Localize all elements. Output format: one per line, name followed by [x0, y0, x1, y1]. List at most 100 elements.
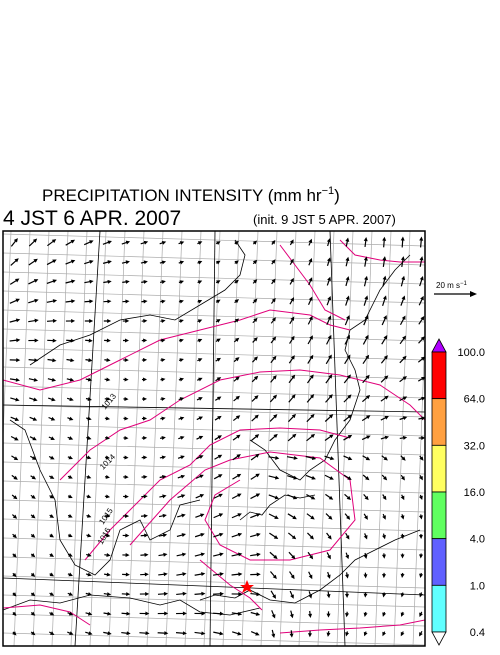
wind-arrowhead [182, 553, 186, 557]
wind-arrowhead [126, 592, 130, 596]
wind-arrowhead [125, 494, 129, 498]
wind-arrowhead [162, 494, 166, 498]
wind-arrowhead [161, 358, 165, 362]
wind-arrowhead [275, 476, 279, 480]
wind-arrowhead [126, 241, 130, 245]
contour-label: 1015 [97, 506, 115, 526]
wind-arrowhead [363, 574, 367, 578]
wind-arrowhead [143, 280, 147, 284]
grid-line [318, 231, 334, 646]
init-time: (init. 9 JST 5 APR. 2007) [253, 212, 396, 227]
wind-arrowhead [401, 276, 405, 280]
wind-arrowhead [257, 553, 261, 557]
grid-line [223, 231, 239, 646]
grid-line [0, 231, 11, 646]
wind-arrowhead [161, 319, 165, 323]
valid-time: 4 JST 6 APR. 2007 [3, 207, 181, 230]
wind-arrowhead [290, 614, 294, 618]
colorbar-segment [432, 585, 446, 632]
wind-arrowhead [145, 612, 149, 616]
contour-label: 1016 [96, 526, 113, 546]
wind-arrowhead [420, 256, 424, 260]
wind-arrowhead [33, 398, 37, 402]
wind-arrowhead [125, 534, 129, 538]
wind-arrowhead [179, 319, 183, 323]
wind-arrowhead [34, 299, 38, 303]
wind-arrowhead [106, 494, 110, 498]
wind-arrowhead [327, 633, 331, 637]
wind-arrowhead [382, 535, 386, 539]
wind-arrowhead [124, 397, 128, 401]
wind-arrowhead [124, 416, 128, 420]
wind-arrowhead [71, 319, 75, 323]
wind-arrowhead [162, 280, 166, 284]
wind-arrowhead [143, 417, 147, 421]
colorbar-segment [432, 445, 446, 492]
wind-arrowhead [125, 514, 129, 518]
wind-arrowhead [181, 494, 185, 498]
wind-arrowhead [89, 339, 93, 343]
wind-arrowhead [143, 456, 147, 460]
wind-arrowhead [401, 555, 405, 559]
wind-arrowhead [401, 256, 405, 260]
colorbar-segment [432, 492, 446, 539]
wind-arrowhead [382, 612, 386, 616]
wind-arrowhead [345, 257, 349, 261]
wind-arrowhead [107, 299, 111, 303]
grid-line [3, 557, 425, 569]
wind-arrowhead [89, 319, 93, 323]
wind-arrowhead [144, 260, 148, 264]
wind-arrowhead [69, 397, 73, 401]
wind-arrowhead [143, 319, 147, 323]
wind-arrowhead [294, 456, 298, 460]
colorbar-label: 1.0 [470, 580, 485, 592]
wind-arrowhead [180, 261, 184, 265]
wind-arrowhead [220, 572, 224, 576]
wind-arrowhead [400, 535, 404, 539]
wind-arrowhead [125, 319, 129, 323]
wind-arrowhead [143, 358, 147, 362]
wind-arrowhead [144, 514, 148, 518]
wind-arrowhead [180, 436, 184, 440]
wind-arrowhead [403, 416, 407, 420]
wind-arrowhead [364, 613, 368, 617]
wind-arrowhead [164, 592, 168, 596]
wind-arrowhead [200, 533, 204, 537]
grid-line [3, 348, 425, 360]
wind-arrowhead [89, 299, 93, 303]
colorbar-label: 64.0 [464, 394, 485, 406]
colorbar-under [432, 632, 446, 645]
wind-arrowhead [237, 632, 241, 636]
wind-arrowhead [53, 339, 57, 343]
grid-line [3, 462, 425, 474]
colorbar-segment [432, 352, 446, 399]
wind-arrowhead [327, 574, 331, 578]
wind-arrowhead [293, 476, 297, 480]
contour-label: 1014 [98, 452, 117, 471]
wind-arrowhead [106, 475, 110, 479]
colorbar-label: 100.0 [457, 347, 485, 359]
wind-arrowhead [144, 533, 148, 537]
wind-arrowhead [271, 634, 275, 638]
wind-arrowhead [162, 261, 166, 265]
wind-arrowhead [183, 592, 187, 596]
colorbar-over [432, 339, 446, 352]
wind-arrowhead [87, 455, 91, 459]
wind-arrowhead [401, 574, 405, 578]
wind-arrowhead [12, 612, 16, 616]
wind-arrowhead [419, 496, 423, 500]
wind-arrowhead [182, 572, 186, 576]
wind-arrowhead [308, 614, 312, 618]
wind-arrowhead [327, 594, 331, 598]
wind-arrowhead [364, 295, 368, 299]
wind-arrowhead [327, 257, 331, 261]
colorbar-segment [432, 399, 446, 446]
wind-arrowhead [220, 612, 224, 616]
grid-line [3, 614, 425, 626]
wind-arrowhead [125, 339, 129, 343]
wind-arrowhead [201, 553, 205, 557]
wind-arrowhead [382, 256, 386, 260]
wind-arrowhead [88, 612, 92, 616]
wind-arrowhead [106, 358, 110, 362]
